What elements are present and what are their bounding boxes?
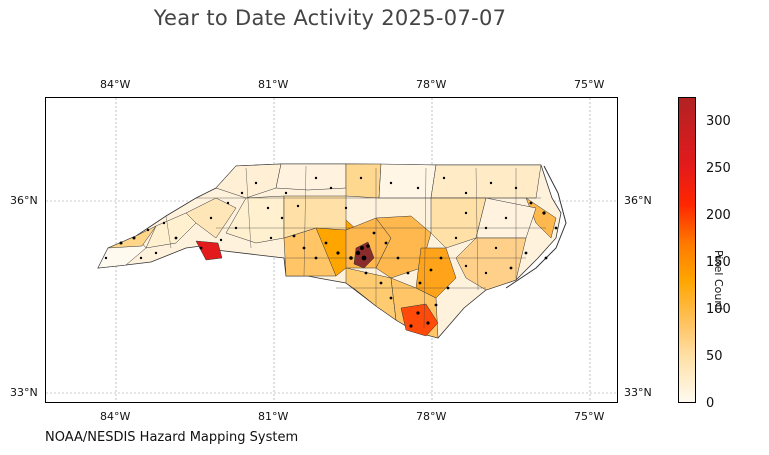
county-borders [165,165,546,329]
colorbar-label: Pixel Count [712,250,725,312]
colorbar [678,97,696,403]
colorbar-tick: 100 [706,302,731,317]
bottom-lon-tick: 81°W [258,410,289,423]
colorbar-tick: 200 [706,208,731,223]
colorbar-tick: 250 [706,161,731,176]
left-lat-tick: 33°N [10,386,38,399]
nc-map-svg [46,98,617,402]
right-lat-tick: 36°N [624,194,652,207]
data-source-credit: NOAA/NESDIS Hazard Mapping System [45,430,299,445]
map-panel [45,97,618,403]
map-title: Year to Date Activity 2025-07-07 [153,6,507,30]
bottom-lon-tick: 78°W [416,410,447,423]
colorbar-tick: 50 [706,349,723,364]
top-lon-tick: 81°W [258,78,289,91]
left-lat-tick: 36°N [10,194,38,207]
colorbar-tick: 300 [706,114,731,129]
right-lat-tick: 33°N [624,386,652,399]
top-lon-tick: 78°W [416,78,447,91]
colorbar-tick: 0 [706,396,715,411]
bottom-lon-tick: 84°W [100,410,131,423]
fire-detection-points [104,176,558,328]
bottom-lon-tick: 75°W [574,410,605,423]
top-lon-tick: 75°W [574,78,605,91]
top-lon-tick: 84°W [100,78,131,91]
colorbar-tick: 150 [706,255,731,270]
outer-banks [505,165,567,289]
